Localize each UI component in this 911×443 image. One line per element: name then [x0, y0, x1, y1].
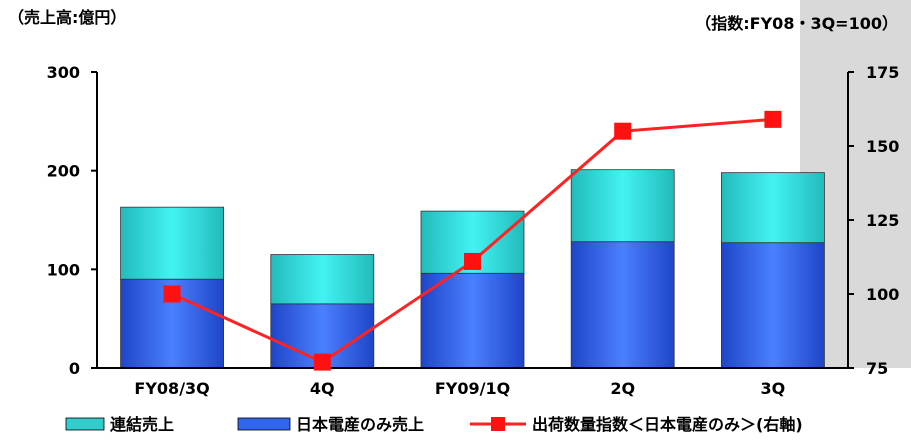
left-tick-label-1: 100: [47, 260, 80, 279]
category-label-4: 3Q: [761, 379, 786, 398]
bar-parent-only-4: [721, 242, 825, 369]
tick-label-group: 0 100 200 300 75 100 125 150 175 FY08/3Q 4Q FY09/1Q…: [47, 63, 900, 398]
index-marker-0: [163, 285, 181, 303]
right-tick-label-0: 75: [866, 359, 888, 378]
bar-consolidated-0: [120, 206, 224, 280]
category-label-2: FY09/1Q: [435, 379, 510, 398]
bar-parent-only-3: [570, 241, 675, 369]
bar-parent-only-2: [420, 272, 525, 369]
legend-label-parent-only: 日本電産のみ売上: [296, 415, 424, 434]
legend-label-consolidated: 連結売上: [110, 415, 174, 434]
left-tick-label-3: 300: [47, 63, 80, 82]
category-label-0: FY08/3Q: [134, 379, 209, 398]
right-tick-label-4: 175: [866, 63, 899, 82]
index-marker-2: [464, 252, 481, 270]
legend: 連結売上 日本電産のみ売上 出荷数量指数＜日本電産のみ＞(右軸): [65, 415, 803, 434]
index-marker-3: [614, 122, 632, 140]
category-label-3: 2Q: [610, 379, 635, 398]
line-series-group: [163, 110, 782, 371]
left-tick-label-0: 0: [69, 359, 80, 378]
bar-consolidated-3: [570, 169, 675, 243]
legend-swatch-consolidated: [65, 417, 105, 431]
right-axis-label: （指数:FY08・3Q=100）: [695, 14, 898, 33]
left-tick-label-2: 200: [47, 162, 80, 181]
axes-group: [91, 71, 854, 369]
legend-marker-index: [491, 417, 505, 431]
legend-swatch-parent-only: [237, 417, 291, 431]
category-label-1: 4Q: [310, 379, 335, 398]
bar-consolidated-4: [721, 172, 825, 244]
right-tick-label-2: 125: [866, 211, 899, 230]
right-tick-label-1: 100: [866, 285, 899, 304]
left-axis-label: （売上高:億円）: [8, 8, 126, 27]
legend-label-index: 出荷数量指数＜日本電産のみ＞(右軸): [532, 415, 803, 434]
index-marker-1: [313, 353, 331, 371]
bar-consolidated-1: [270, 254, 375, 305]
index-marker-4: [764, 110, 782, 128]
right-tick-label-3: 150: [866, 137, 899, 156]
